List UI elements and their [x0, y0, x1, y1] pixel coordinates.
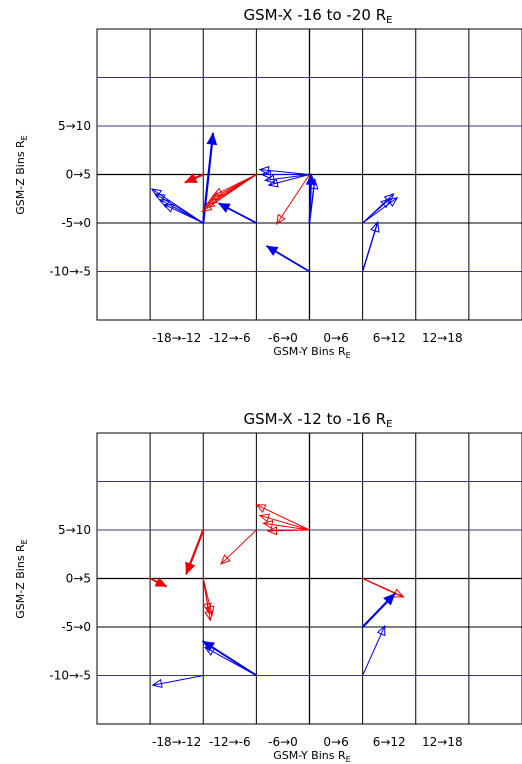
vector-arrow	[220, 529, 257, 565]
vector-arrow	[258, 513, 310, 531]
vector-arrow	[163, 204, 204, 224]
y-tick-label: 5→10	[58, 523, 91, 537]
vector-arrow	[218, 202, 258, 224]
vector-arrow	[361, 592, 396, 629]
vector-arrow	[276, 174, 310, 225]
x-axis-label: GSM-Y Bins RE	[273, 749, 350, 764]
x-tick-label: 0→6	[323, 735, 348, 749]
vector-arrow	[361, 577, 405, 598]
vector-arrow	[202, 640, 258, 677]
y-tick-label: -5→0	[61, 620, 91, 634]
vector-arrow	[151, 675, 204, 689]
x-tick-label: 12→18	[422, 331, 463, 345]
x-tick-label: 0→6	[323, 331, 348, 345]
vector-arrow	[362, 624, 386, 676]
x-tick-label: -6→0	[268, 735, 298, 749]
panel-x-12-to-16: GSM-X -12 to -16 RE 5→10 0→5 -5→0 -10→-5 -1…	[14, 410, 522, 764]
x-tick-label: 6→12	[373, 735, 406, 749]
x-tick-label: -12→-6	[209, 331, 251, 345]
vector-arrow	[362, 197, 399, 224]
vector-arrow	[266, 526, 310, 536]
x-tick-label: 12→18	[422, 735, 463, 749]
panel-title: GSM-X -16 to -20 RE	[244, 6, 393, 26]
panel-title: GSM-X -12 to -16 RE	[244, 410, 393, 430]
x-tick-labels: -18→-12 -12→-6 -6→0 0→6 6→12 12→18	[152, 331, 463, 345]
vector-arrow	[211, 174, 257, 197]
x-tick-label: -18→-12	[152, 331, 201, 345]
vector-arrows	[150, 132, 399, 273]
y-tick-label: 5→10	[58, 119, 91, 133]
vector-arrow	[149, 577, 168, 588]
y-tick-labels: 5→10 0→5 -5→0 -10→-5	[49, 523, 91, 683]
vector-arrow	[264, 174, 310, 184]
vector-arrow	[258, 165, 310, 176]
y-axis-label: GSM-Z Bins RE	[14, 539, 29, 619]
vector-arrow	[265, 245, 311, 273]
vector-arrow	[203, 646, 257, 676]
y-tick-label: 0→5	[66, 168, 91, 182]
vector-arrow	[154, 193, 204, 224]
x-tick-label: 6→12	[373, 331, 406, 345]
x-tick-label: -12→-6	[209, 735, 251, 749]
vector-arrow	[362, 197, 391, 224]
y-axis-label: GSM-Z Bins RE	[14, 135, 29, 215]
vector-arrow	[184, 172, 205, 184]
vector-arrow	[267, 174, 310, 188]
y-tick-label: 0→5	[66, 572, 91, 586]
panel-x-16-to-20: GSM-X -16 to -20 RE 5→10 0→5 -5→0 -10→-5 -1…	[14, 6, 522, 360]
vector-arrow	[202, 578, 212, 614]
x-tick-label: -6→0	[268, 331, 298, 345]
x-tick-label: -18→-12	[152, 735, 201, 749]
vector-arrow	[262, 519, 310, 531]
grid-lines	[97, 433, 522, 724]
vector-arrow	[255, 504, 310, 531]
vector-arrow	[260, 169, 310, 180]
y-tick-label: -10→-5	[49, 265, 91, 279]
vector-arrow	[361, 220, 380, 273]
y-tick-labels: 5→10 0→5 -5→0 -10→-5	[49, 119, 91, 279]
y-tick-label: -5→0	[61, 216, 91, 230]
vector-arrow	[185, 528, 205, 575]
x-axis-label: GSM-Y Bins RE	[273, 345, 350, 360]
y-tick-label: -10→-5	[49, 669, 91, 683]
vector-arrows	[149, 504, 405, 689]
vector-arrow	[308, 178, 319, 224]
x-tick-labels: -18→-12 -12→-6 -6→0 0→6 6→12 12→18	[152, 735, 463, 749]
